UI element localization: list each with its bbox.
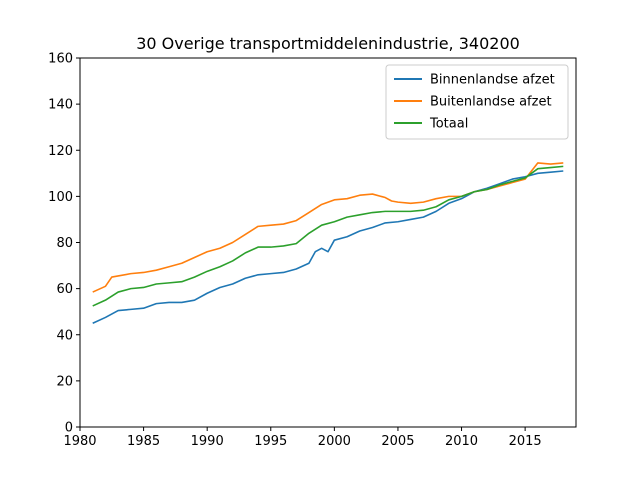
- y-tick-label: 40: [56, 328, 73, 343]
- series-line-1: [92, 162, 564, 293]
- x-tick-label: 1985: [127, 434, 160, 449]
- y-tick-label: 120: [48, 144, 73, 159]
- y-tick-label: 0: [65, 421, 73, 436]
- chart-title: 30 Overige transportmiddelenindustrie, 3…: [136, 34, 520, 53]
- x-tick-label: 1980: [63, 434, 96, 449]
- y-tick-label: 80: [56, 236, 73, 251]
- legend-box: [385, 64, 569, 140]
- x-tick-label: 2000: [318, 434, 351, 449]
- legend-label-0: Binnenlandse afzet: [430, 73, 555, 88]
- y-axis: 0 20 40 60 80 100 120 140 160: [48, 52, 80, 436]
- y-tick-label: 60: [56, 282, 73, 297]
- legend-label-2: Totaal: [429, 117, 468, 132]
- y-tick-label: 160: [48, 52, 73, 67]
- x-tick-label: 2005: [381, 434, 414, 449]
- y-tick-label: 20: [56, 374, 73, 389]
- x-tick-label: 2010: [445, 434, 478, 449]
- x-axis: 1980 1985 1990 1995 2000 2005 2010 2015: [63, 427, 542, 449]
- legend-label-1: Buitenlandse afzet: [430, 95, 552, 110]
- x-tick-label: 1995: [254, 434, 287, 449]
- x-tick-label: 1990: [191, 434, 224, 449]
- y-tick-label: 140: [48, 98, 73, 113]
- series-line-2: [92, 165, 564, 307]
- series-layer: [92, 162, 564, 324]
- x-tick-label: 2015: [509, 434, 542, 449]
- series-line-0: [92, 170, 564, 324]
- y-tick-label: 100: [48, 190, 73, 205]
- legend: Binnenlandse afzet Buitenlandse afzet Tota…: [385, 64, 569, 140]
